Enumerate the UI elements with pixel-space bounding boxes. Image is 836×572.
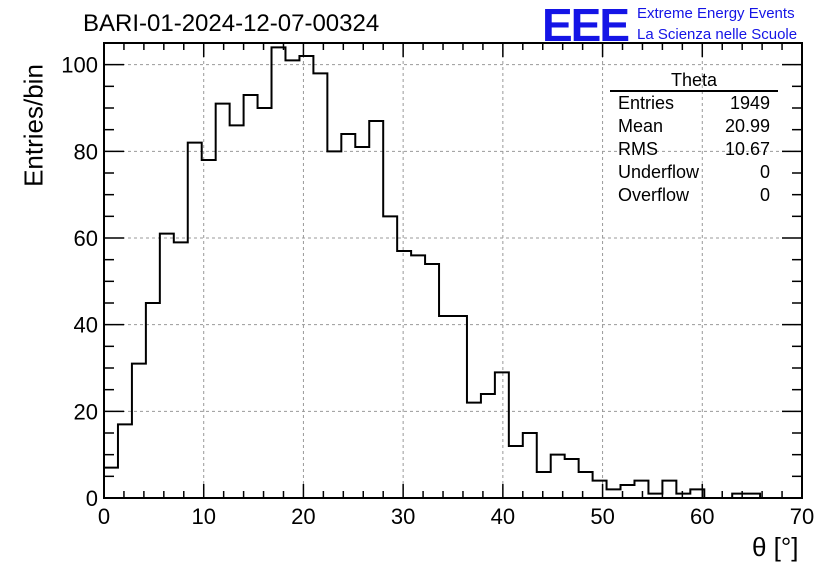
histogram-bin [132, 364, 146, 498]
y-tick-label: 0 [86, 486, 98, 511]
histogram-bin [313, 73, 327, 498]
stats-value: 0 [759, 162, 770, 182]
y-tick-label: 20 [74, 399, 98, 424]
y-tick-label: 60 [74, 226, 98, 251]
histogram-bin [634, 481, 648, 498]
histogram-bin [467, 403, 481, 498]
y-tick-label: 80 [74, 139, 98, 164]
histogram-bin [523, 433, 537, 498]
histogram-bin [327, 151, 341, 498]
histogram-bin [160, 234, 174, 498]
histogram-bin [174, 242, 188, 498]
stats-value: 20.99 [724, 116, 770, 136]
x-tick-label: 70 [790, 504, 814, 529]
histogram-bin [607, 489, 621, 498]
histogram-bin [425, 264, 439, 498]
x-axis-label: θ [°] [752, 532, 799, 562]
x-tick-label: 60 [690, 504, 714, 529]
histogram-bin [481, 394, 495, 498]
histogram-bin [397, 251, 411, 498]
logo-caption: Extreme Energy Events La Scienza nelle S… [637, 3, 797, 45]
stats-value: 10.67 [724, 139, 770, 159]
stats-label: Entries [618, 93, 675, 113]
stats-label: Underflow [618, 162, 700, 182]
stats-value: 1949 [729, 93, 770, 113]
histogram-bin [537, 472, 551, 498]
stats-row-underflow: Underflow 0 [610, 161, 778, 184]
y-tick-label: 40 [74, 313, 98, 338]
histogram-bin [355, 147, 369, 498]
histogram-bin [383, 216, 397, 498]
histogram-bin [118, 424, 132, 498]
histogram-bin [202, 160, 216, 498]
stats-title: Theta [610, 70, 778, 92]
chart-title: BARI-01-2024-12-07-00324 [83, 10, 380, 37]
x-tick-label: 40 [491, 504, 515, 529]
histogram-bin [662, 481, 676, 498]
histogram-bin [188, 143, 202, 498]
histogram-bin [411, 255, 425, 498]
histogram-bin [244, 95, 258, 498]
logo-line-2: La Scienza nelle Scuole [637, 26, 798, 43]
histogram-bin [258, 108, 272, 498]
stats-row-rms: RMS 10.67 [610, 138, 778, 161]
stats-label: RMS [618, 139, 658, 159]
histogram-bin [453, 316, 467, 498]
stats-value: 0 [759, 185, 770, 205]
histogram-bin [495, 372, 509, 498]
histogram-bin [509, 446, 523, 498]
x-tick-label: 50 [590, 504, 614, 529]
histogram-bin [216, 104, 230, 498]
y-axis-label: Entries/bin [18, 64, 49, 187]
plot-frame [103, 42, 803, 499]
histogram-bin [272, 47, 286, 498]
histogram-bin [230, 125, 244, 498]
stats-row-mean: Mean 20.99 [610, 115, 778, 138]
histogram-bin [299, 56, 313, 498]
histogram-bin [565, 459, 579, 498]
histogram-bin [439, 316, 453, 498]
x-tick-label: 10 [191, 504, 215, 529]
stats-label: Overflow [618, 185, 690, 205]
histogram-bin [579, 472, 593, 498]
histogram-bin [285, 60, 299, 498]
eee-logo: EEE [542, 0, 630, 51]
x-tick-label: 0 [98, 504, 110, 529]
x-tick-label: 20 [291, 504, 315, 529]
histogram-bin [146, 303, 160, 498]
y-tick-label: 100 [61, 53, 98, 78]
stats-row-overflow: Overflow 0 [610, 184, 778, 207]
histogram-bin [593, 481, 607, 498]
histogram-bin [341, 134, 355, 498]
stats-label: Mean [618, 116, 664, 136]
x-tick-label: 30 [391, 504, 415, 529]
histogram-bin [369, 121, 383, 498]
stats-box: Theta Entries 1949 Mean 20.99 RMS 10.67 … [610, 70, 778, 207]
histogram-bin [104, 468, 118, 498]
stats-row-entries: Entries 1949 [610, 92, 778, 115]
logo-line-1: Extreme Energy Events [637, 5, 795, 22]
